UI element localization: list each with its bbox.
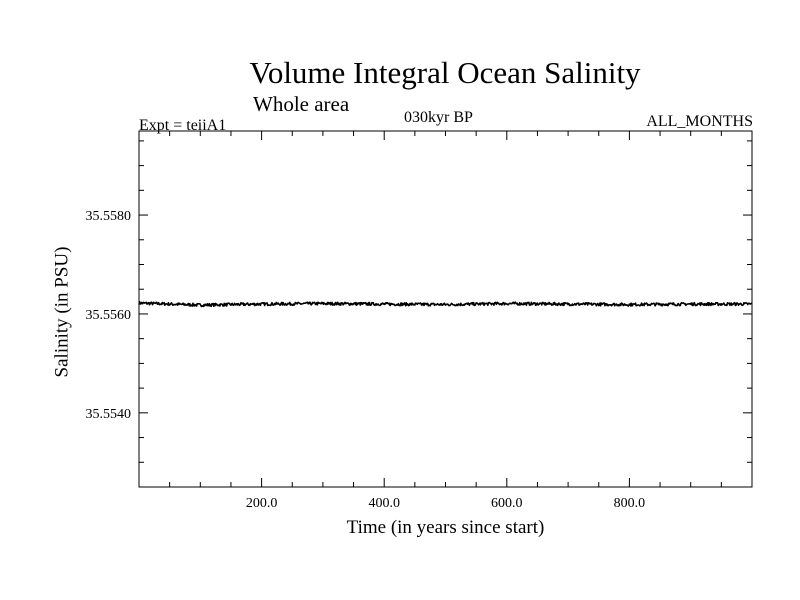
chart-title: Volume Integral Ocean Salinity (249, 55, 641, 90)
y-tick-label: 35.5560 (86, 308, 132, 323)
x-tick-label: 200.0 (246, 496, 278, 511)
salinity-series-line (138, 301, 753, 308)
plot-frame (138, 130, 753, 488)
chart-subtitle: Whole area (253, 92, 350, 116)
x-tick-label: 600.0 (491, 496, 523, 511)
months-label: ALL_MONTHS (646, 113, 753, 130)
x-tick-label: 400.0 (368, 496, 400, 511)
x-axis-label: Time (in years since start) (346, 517, 545, 538)
plot-area: 200.0 400.0 600.0 800.0 35.5540 35.5560 35.558… (86, 130, 753, 511)
period-label: 030kyr BP (404, 109, 473, 126)
y-tick-label: 35.5540 (86, 407, 132, 422)
experiment-label: Expt = teiiA1 (139, 117, 227, 134)
y-tick-label: 35.5580 (86, 209, 132, 224)
x-tick-label: 800.0 (614, 496, 646, 511)
y-axis-label: Salinity (in PSU) (51, 246, 73, 378)
